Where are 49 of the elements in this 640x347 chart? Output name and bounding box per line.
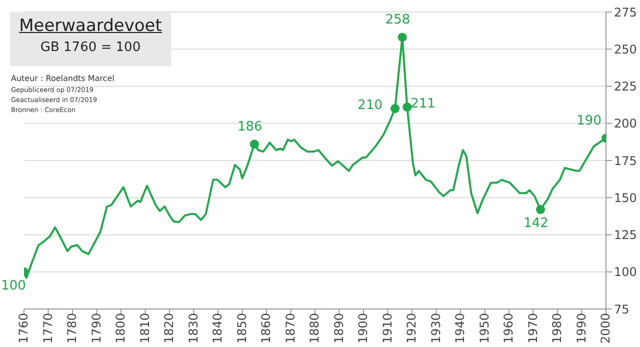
point (536, 205, 546, 214)
annotation: Auteur : Roelandts Marcel (11, 74, 114, 84)
x-tick-label: 1970 (526, 313, 540, 344)
data-label: 211 (410, 96, 436, 112)
point (390, 104, 400, 114)
data-label: 210 (358, 98, 383, 114)
x-tick-label: 1960 (502, 313, 516, 344)
x-tick-label: 1800 (114, 313, 128, 344)
x-tick-label: 1920 (404, 313, 419, 344)
x-tick-label: 1940 (453, 313, 468, 344)
x-tick-label: 1810 (138, 313, 152, 344)
x-tick-label: 1790 (89, 313, 104, 344)
point (250, 140, 259, 149)
y-tick-label: 250 (614, 42, 637, 56)
data-label: 100 (1, 278, 26, 294)
x-tick-label: 1880 (308, 313, 322, 344)
x-tick-label: 1760 (16, 313, 31, 344)
x-tick-label: 1860 (259, 313, 274, 344)
y-tick-label: 150 (614, 190, 637, 205)
x-tick-label: 1870 (283, 313, 298, 344)
data-label: 258 (385, 12, 410, 28)
x-tick-label: 1840 (210, 313, 225, 344)
x-tick-label: 1980 (550, 313, 564, 344)
y-tick-label: 175 (614, 154, 637, 168)
y-tick-label: 100 (614, 265, 637, 280)
point (402, 102, 412, 112)
x-tick-label: 1900 (356, 313, 370, 344)
y-tick-label: 75 (614, 302, 630, 316)
x-tick-label: 1930 (428, 313, 443, 344)
x-tick-label: 2000 (598, 313, 613, 344)
y-tick-label: 225 (614, 80, 637, 94)
data-label: 142 (524, 216, 548, 231)
y-tick-label: 275 (614, 5, 637, 20)
x-tick-label: 1830 (186, 313, 200, 344)
data-label: 186 (237, 120, 262, 135)
x-tick-label: 1820 (162, 313, 176, 344)
x-tick-label: 1770 (40, 313, 55, 344)
y-tick-label: 200 (614, 116, 637, 131)
x-tick-label: 1950 (477, 313, 492, 344)
point (398, 32, 407, 42)
text: GB 1760 = 100 (39, 40, 142, 55)
data-label: 190 (576, 114, 602, 129)
y-tick-label: 125 (614, 228, 637, 242)
x-tick-label: 1910 (380, 313, 394, 344)
x-tick-label: 1780 (65, 313, 80, 344)
x-tick-label: 1850 (234, 313, 249, 344)
chart-title: Meerwaardevoet (18, 16, 163, 36)
x-tick-label: 1890 (332, 313, 346, 344)
x-tick-label: 1990 (574, 313, 588, 344)
